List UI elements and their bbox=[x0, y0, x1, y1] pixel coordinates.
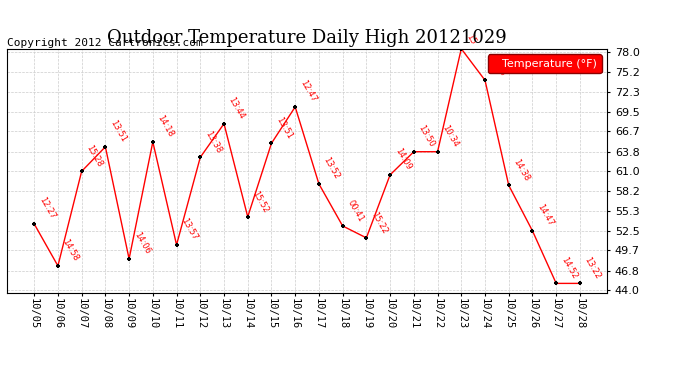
Text: 14:06: 14:06 bbox=[132, 231, 152, 256]
Text: 15:52: 15:52 bbox=[250, 189, 270, 214]
Point bbox=[384, 172, 395, 178]
Text: 13:38: 13:38 bbox=[203, 129, 223, 154]
Point bbox=[195, 154, 206, 160]
Point bbox=[337, 223, 348, 229]
Point bbox=[551, 280, 562, 286]
Point bbox=[29, 221, 40, 227]
Point bbox=[266, 140, 277, 146]
Text: 12:27: 12:27 bbox=[37, 196, 57, 221]
Text: 15: 15 bbox=[464, 32, 477, 46]
Text: 14:38: 14:38 bbox=[511, 157, 531, 183]
Text: 12:47: 12:47 bbox=[298, 79, 317, 104]
Text: 14:18: 14:18 bbox=[156, 114, 175, 139]
Text: 14:09: 14:09 bbox=[393, 147, 413, 172]
Point bbox=[290, 104, 301, 110]
Text: 13:51: 13:51 bbox=[108, 119, 128, 144]
Text: 11:13: 11:13 bbox=[488, 53, 508, 78]
Text: 14:47: 14:47 bbox=[535, 203, 555, 228]
Text: 15:22: 15:22 bbox=[369, 210, 389, 235]
Text: 00:41: 00:41 bbox=[346, 198, 365, 223]
Point bbox=[480, 77, 491, 83]
Point bbox=[242, 214, 253, 220]
Point bbox=[408, 149, 420, 155]
Text: 13:51: 13:51 bbox=[274, 116, 294, 141]
Text: 14:52: 14:52 bbox=[559, 255, 579, 280]
Point bbox=[527, 228, 538, 234]
Point bbox=[361, 235, 372, 241]
Point bbox=[313, 181, 324, 187]
Title: Outdoor Temperature Daily High 20121029: Outdoor Temperature Daily High 20121029 bbox=[107, 29, 507, 47]
Point bbox=[147, 139, 158, 145]
Text: 13:57: 13:57 bbox=[179, 217, 199, 242]
Text: 13:50: 13:50 bbox=[417, 124, 436, 149]
Legend: Temperature (°F): Temperature (°F) bbox=[488, 54, 602, 73]
Text: 15:28: 15:28 bbox=[84, 143, 104, 168]
Point bbox=[171, 242, 182, 248]
Text: 13:44: 13:44 bbox=[227, 96, 246, 121]
Point bbox=[503, 182, 514, 188]
Point bbox=[219, 121, 230, 127]
Point bbox=[432, 149, 443, 155]
Point bbox=[456, 46, 467, 52]
Text: 14:58: 14:58 bbox=[61, 238, 81, 263]
Text: Copyright 2012 Cartronics.com: Copyright 2012 Cartronics.com bbox=[7, 38, 203, 48]
Point bbox=[124, 256, 135, 262]
Point bbox=[52, 263, 63, 269]
Point bbox=[76, 168, 87, 174]
Text: 13:52: 13:52 bbox=[322, 156, 342, 181]
Text: 10:34: 10:34 bbox=[440, 124, 460, 149]
Text: 13:22: 13:22 bbox=[582, 255, 602, 280]
Point bbox=[574, 280, 585, 286]
Point bbox=[100, 144, 111, 150]
